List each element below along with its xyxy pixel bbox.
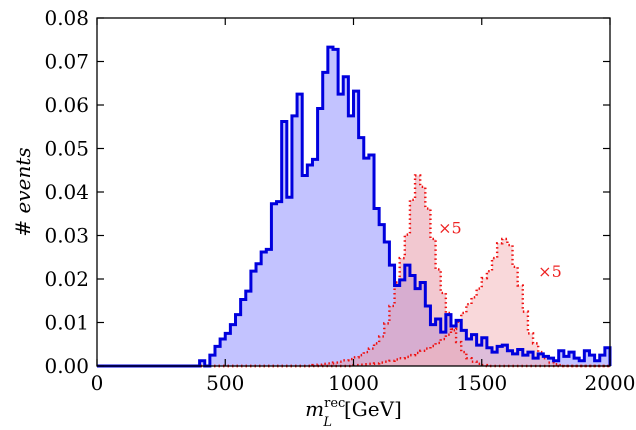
y-tick-label: 0.07 <box>44 50 89 74</box>
x-axis-label-sup: rec <box>324 396 345 411</box>
x-axis-label-main: m <box>305 397 324 421</box>
x-axis-label: mrec L [GeV] <box>305 396 402 430</box>
y-tick-label: 0.05 <box>44 137 89 161</box>
y-tick-label: 0.02 <box>44 267 89 291</box>
annotation-label: ×5 <box>538 262 562 281</box>
y-tick-label: 0.00 <box>44 354 89 378</box>
series-layer <box>97 45 612 368</box>
x-axis-label-sub: L <box>322 415 332 430</box>
x-tick-label: 1000 <box>328 371 379 395</box>
x-tick-label: 500 <box>206 371 244 395</box>
series-3-fill <box>97 238 610 366</box>
y-tick-label: 0.08 <box>44 6 89 30</box>
y-tick-label: 0.04 <box>44 180 89 204</box>
x-tick-label: 0 <box>91 371 104 395</box>
y-axis-label: # events <box>11 147 35 236</box>
x-tick-label: 2000 <box>585 371 636 395</box>
ticks-layer: 0 500 1000 1500 2000 0.00 0.01 0.02 0.03 0.04 0.05… <box>44 6 635 395</box>
y-tick-label: 0.06 <box>44 93 89 117</box>
y-tick-label: 0.01 <box>44 311 89 335</box>
x-tick-label: 1500 <box>456 371 507 395</box>
series-1-fill <box>97 47 610 366</box>
x-axis-label-unit: [GeV] <box>344 397 402 421</box>
series-1-line <box>97 45 612 368</box>
annotation-label: ×5 <box>438 218 462 237</box>
y-tick-label: 0.03 <box>44 224 89 248</box>
annotations: ×5 ×5 <box>438 218 562 281</box>
